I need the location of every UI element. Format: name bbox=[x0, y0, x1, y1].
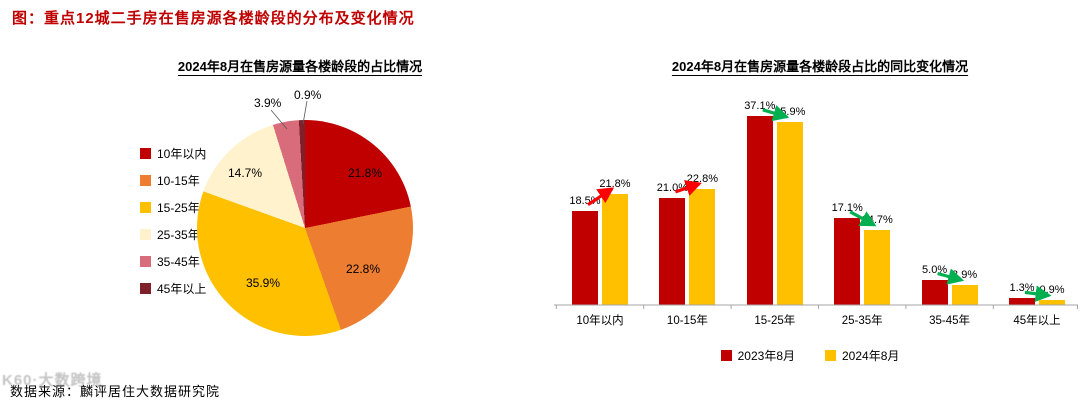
bar-legend: 2023年8月 2024年8月 bbox=[540, 348, 1080, 363]
bar-overlay bbox=[554, 105, 1078, 309]
figure-title: 图：重点12城二手房在售房源各楼龄段的分布及变化情况 bbox=[12, 10, 415, 27]
decrease-arrow bbox=[937, 268, 965, 285]
bar-2023年8月 bbox=[572, 210, 598, 305]
leader-line bbox=[270, 109, 288, 130]
bar-legend-item: 2024年8月 bbox=[825, 348, 899, 363]
bar-2023年8月 bbox=[746, 115, 773, 305]
legend-label: 25-35年 bbox=[157, 228, 200, 242]
pie-slice-label: 21.8% bbox=[348, 166, 383, 180]
legend-label: 2024年8月 bbox=[842, 349, 900, 363]
legend-swatch bbox=[140, 175, 151, 186]
decrease-arrow bbox=[849, 210, 877, 227]
legend-swatch bbox=[140, 148, 151, 159]
bar-2024年8月 bbox=[776, 121, 803, 305]
x-axis-label: 10-15年 bbox=[666, 315, 708, 327]
bar-chart-title: 2024年8月在售房源量各楼龄段占比的同比变化情况 bbox=[550, 56, 1080, 75]
leader-line bbox=[302, 100, 308, 125]
data-source: 数据来源：麟评居住大数据研究院 bbox=[10, 384, 221, 399]
bar-2024年8月 bbox=[689, 188, 716, 305]
bar-value-label: 18.5% bbox=[569, 194, 601, 207]
bar-value-label: 21.8% bbox=[599, 177, 631, 190]
bar-2024年8月 bbox=[1039, 300, 1065, 305]
x-axis-label: 45年以上 bbox=[1013, 315, 1061, 327]
legend-swatch bbox=[140, 202, 151, 213]
pie-legend-item: 10-15年 bbox=[140, 173, 206, 188]
x-axis-label: 10年以内 bbox=[576, 315, 624, 327]
watermark: K60·大数跨境 bbox=[2, 372, 103, 389]
bar-2024年8月 bbox=[951, 285, 978, 305]
x-axis-label: 25-35年 bbox=[841, 315, 883, 327]
pie-legend-item: 15-25年 bbox=[140, 200, 206, 215]
pie-legend-item: 25-35年 bbox=[140, 227, 206, 242]
bar-2023年8月 bbox=[834, 217, 861, 305]
decrease-arrow bbox=[762, 105, 790, 122]
pie-chart-title-text: 2024年8月在售房源量各楼龄段的占比情况 bbox=[177, 59, 423, 74]
bar-value-label: 17.1% bbox=[831, 201, 863, 214]
x-axis-label: 35-45年 bbox=[929, 315, 971, 327]
pie-legend: 10年以内 10-15年 15-25年 25-35年 35-45年 45年以上 bbox=[140, 146, 206, 308]
pie-legend-item: 10年以内 bbox=[140, 146, 206, 161]
increase-arrow bbox=[674, 180, 702, 196]
pie-slice-label: 3.9% bbox=[254, 96, 282, 110]
pie-chart-panel: 2024年8月在售房源量各楼龄段的占比情况 10年以内 10-15年 15-25年 2… bbox=[0, 40, 540, 380]
legend-swatch bbox=[140, 283, 151, 294]
pie-legend-item: 35-45年 bbox=[140, 254, 206, 269]
legend-label: 45年以上 bbox=[157, 282, 207, 296]
pie-slice-label: 22.8% bbox=[346, 262, 381, 276]
legend-label: 35-45年 bbox=[157, 255, 200, 269]
legend-label: 10年以内 bbox=[157, 147, 207, 161]
pie-chart-title: 2024年8月在售房源量各楼龄段的占比情况 bbox=[30, 56, 570, 75]
legend-label: 2023年8月 bbox=[737, 349, 795, 363]
bar-2024年8月 bbox=[602, 193, 628, 305]
pie-slice-label: 14.7% bbox=[228, 166, 263, 180]
legend-swatch bbox=[140, 229, 151, 240]
increase-arrow bbox=[587, 187, 615, 206]
bar-value-label: 37.1% bbox=[744, 99, 776, 112]
bar-legend-item: 2023年8月 bbox=[720, 348, 795, 363]
pie-slice-label: 0.9% bbox=[294, 88, 322, 102]
pie bbox=[197, 120, 413, 336]
legend-label: 10-15年 bbox=[157, 174, 200, 188]
legend-swatch bbox=[720, 350, 732, 361]
x-axis-label: 15-25年 bbox=[754, 315, 796, 327]
decrease-arrow bbox=[1024, 285, 1052, 302]
legend-swatch bbox=[825, 350, 836, 361]
bar-2024年8月 bbox=[864, 230, 891, 305]
bar-chart-panel: 2024年8月在售房源量各楼龄段占比的同比变化情况 18.5% 21.8% 10年以… bbox=[540, 40, 1080, 380]
bar-2023年8月 bbox=[921, 279, 948, 305]
bar-2023年8月 bbox=[1009, 298, 1035, 305]
bar-value-label: 5.0% bbox=[922, 263, 948, 276]
bar-2023年8月 bbox=[659, 197, 686, 305]
legend-swatch bbox=[140, 256, 151, 267]
pie-leader-lines bbox=[270, 100, 308, 130]
legend-label: 15-25年 bbox=[157, 201, 200, 215]
bar-chart-title-text: 2024年8月在售房源量各楼龄段占比的同比变化情况 bbox=[671, 59, 969, 74]
pie-slice-label: 35.9% bbox=[246, 276, 281, 290]
pie-legend-item: 45年以上 bbox=[140, 281, 206, 296]
